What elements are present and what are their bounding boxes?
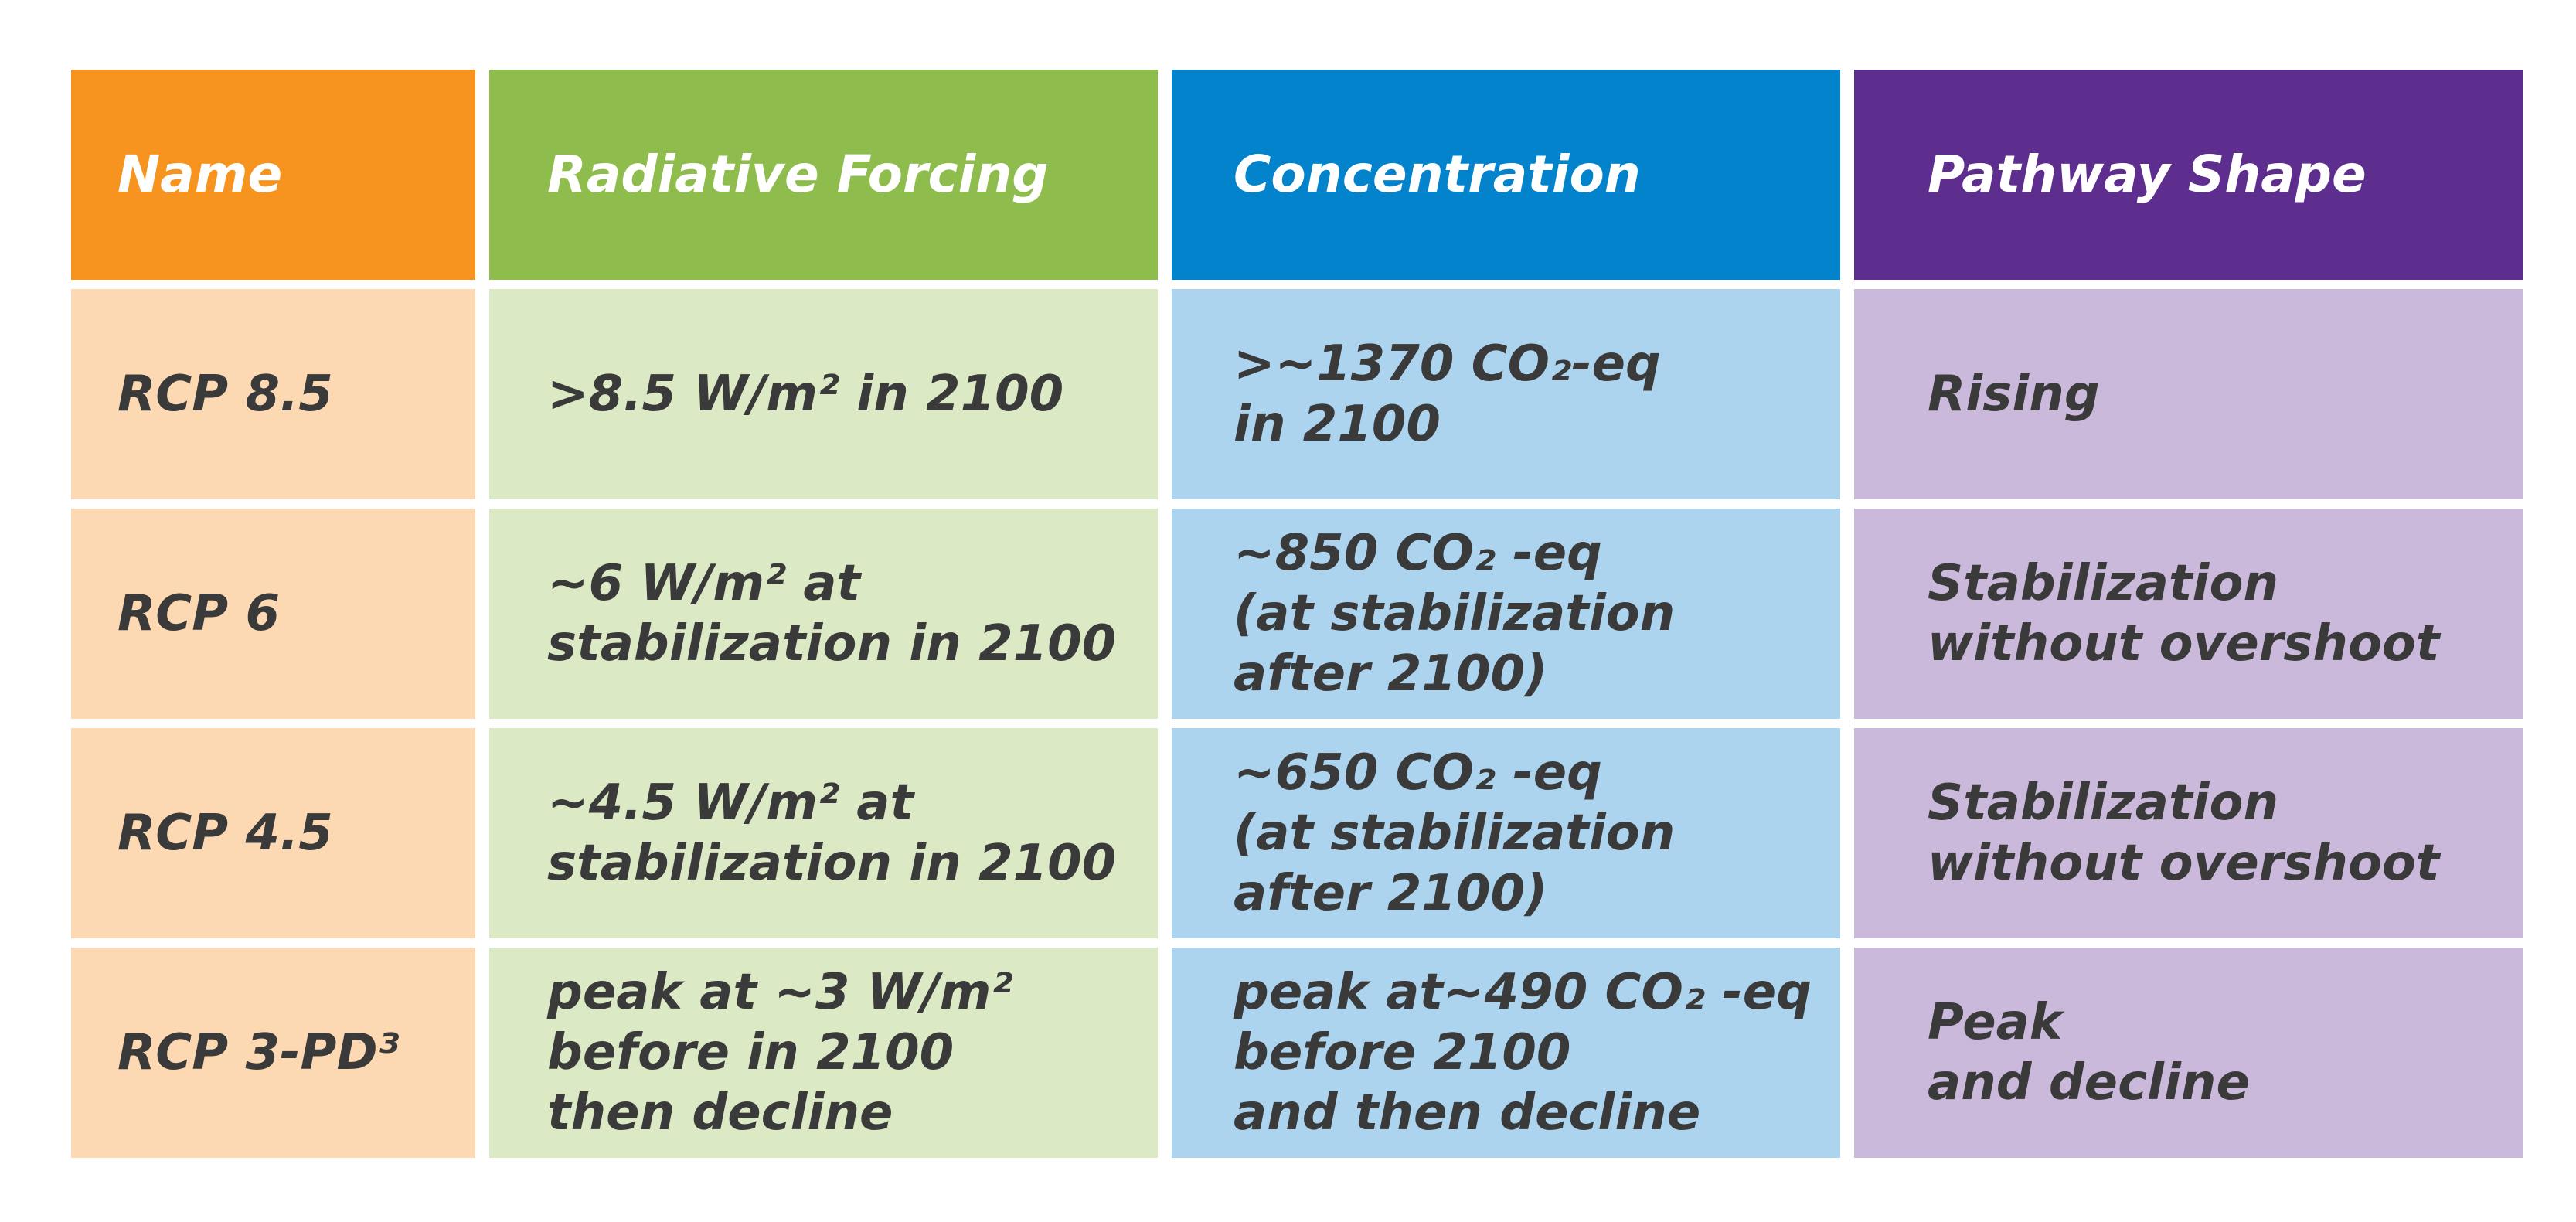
row-1-concentration: >~1370 CO₂-eq in 2100	[1172, 289, 1840, 499]
row-1-concentration-text: >~1370 CO₂-eq in 2100	[1234, 335, 1661, 453]
rcp-table: Name Radiative Forcing Concentration Pat…	[71, 70, 2523, 1158]
header-pathway-shape-label: Pathway Shape	[1928, 144, 2367, 204]
row-1-shape: Rising	[1854, 289, 2523, 499]
header-name: Name	[71, 70, 475, 280]
row-3-forcing: ~4.5 W/m² at stabilization in 2100	[489, 728, 1158, 938]
row-3-concentration-text: ~650 CO₂ -eq (at stabilization after 210…	[1234, 744, 1676, 923]
row-2-forcing-text: ~6 W/m² at stabilization in 2100	[547, 554, 1117, 672]
row-1-name-text: RCP 8.5	[117, 365, 333, 423]
row-4-forcing-text: peak at ~3 W/m² before in 2100 then decl…	[547, 963, 1013, 1142]
row-4-name-text: RCP 3-PD³	[117, 1023, 400, 1081]
row-2-forcing: ~6 W/m² at stabilization in 2100	[489, 509, 1158, 719]
row-4-forcing: peak at ~3 W/m² before in 2100 then decl…	[489, 948, 1158, 1158]
header-name-label: Name	[117, 144, 283, 204]
row-1-forcing-text: >8.5 W/m² in 2100	[547, 365, 1064, 423]
row-2-name: RCP 6	[71, 509, 475, 719]
header-radiative-forcing: Radiative Forcing	[489, 70, 1158, 280]
row-4-shape-text: Peak and decline	[1928, 993, 2250, 1111]
row-4-shape: Peak and decline	[1854, 948, 2523, 1158]
header-radiative-forcing-label: Radiative Forcing	[547, 144, 1049, 204]
row-3-shape: Stabilization without overshoot	[1854, 728, 2523, 938]
row-3-concentration: ~650 CO₂ -eq (at stabilization after 210…	[1172, 728, 1840, 938]
row-2-concentration-text: ~850 CO₂ -eq (at stabilization after 210…	[1234, 524, 1676, 703]
header-concentration-label: Concentration	[1234, 144, 1641, 204]
row-3-forcing-text: ~4.5 W/m² at stabilization in 2100	[547, 774, 1117, 892]
row-2-shape-text: Stabilization without overshoot	[1928, 554, 2440, 672]
row-4-name: RCP 3-PD³	[71, 948, 475, 1158]
row-3-shape-text: Stabilization without overshoot	[1928, 774, 2440, 892]
row-4-concentration-text: peak at~490 CO₂ -eq before 2100 and then…	[1234, 963, 1812, 1142]
row-1-shape-text: Rising	[1928, 365, 2100, 423]
header-pathway-shape: Pathway Shape	[1854, 70, 2523, 280]
row-3-name-text: RCP 4.5	[117, 804, 333, 862]
row-1-forcing: >8.5 W/m² in 2100	[489, 289, 1158, 499]
row-2-name-text: RCP 6	[117, 584, 280, 642]
row-2-shape: Stabilization without overshoot	[1854, 509, 2523, 719]
row-2-concentration: ~850 CO₂ -eq (at stabilization after 210…	[1172, 509, 1840, 719]
header-concentration: Concentration	[1172, 70, 1840, 280]
row-4-concentration: peak at~490 CO₂ -eq before 2100 and then…	[1172, 948, 1840, 1158]
row-3-name: RCP 4.5	[71, 728, 475, 938]
row-1-name: RCP 8.5	[71, 289, 475, 499]
